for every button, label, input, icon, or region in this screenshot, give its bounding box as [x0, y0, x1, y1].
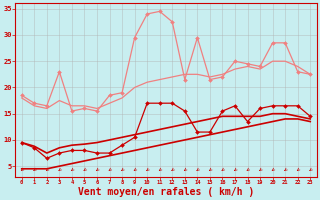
X-axis label: Vent moyen/en rafales ( km/h ): Vent moyen/en rafales ( km/h )	[78, 187, 254, 197]
